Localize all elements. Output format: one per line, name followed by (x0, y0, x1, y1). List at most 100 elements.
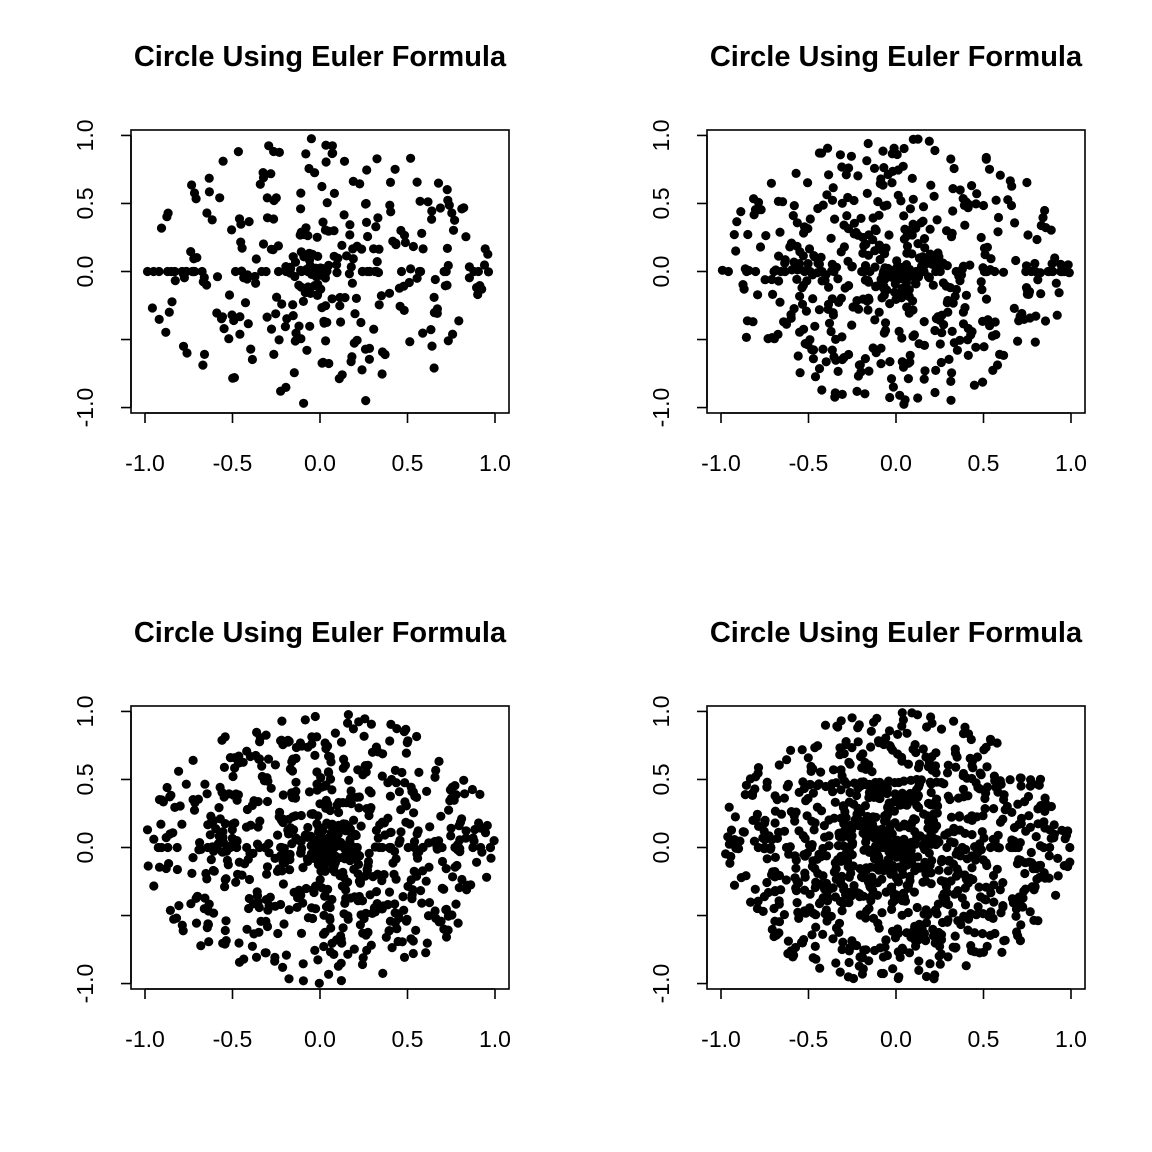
data-point (852, 386, 862, 396)
data-point (432, 842, 442, 853)
data-point (913, 852, 923, 862)
data-point (1033, 779, 1043, 790)
data-point (283, 829, 294, 839)
data-point (828, 765, 839, 775)
data-point (793, 351, 803, 361)
data-point (277, 299, 287, 309)
data-point (316, 773, 326, 783)
data-point (880, 942, 890, 952)
data-point (870, 315, 880, 325)
data-point (725, 858, 735, 868)
data-point (460, 789, 470, 799)
data-point (354, 851, 364, 861)
data-point (156, 795, 167, 805)
data-point (767, 835, 777, 845)
data-point (1007, 842, 1018, 853)
data-point (295, 230, 305, 240)
data-point (863, 138, 873, 149)
data-point (299, 398, 309, 408)
data-point (429, 308, 439, 318)
data-point (333, 253, 343, 263)
data-point (142, 266, 153, 277)
data-point (769, 931, 779, 942)
data-point (1047, 259, 1057, 269)
data-point (330, 867, 340, 877)
data-point (340, 293, 350, 303)
data-point (828, 883, 838, 893)
data-point (454, 883, 464, 893)
data-point (1036, 289, 1046, 299)
data-point (261, 895, 271, 905)
data-point (995, 885, 1005, 895)
data-point (923, 762, 934, 772)
data-point (775, 227, 785, 237)
data-point (312, 232, 322, 242)
data-point (228, 373, 238, 383)
data-point (370, 266, 380, 277)
data-point (1000, 805, 1010, 815)
data-point (187, 868, 197, 879)
data-point (874, 852, 884, 862)
data-point (349, 944, 359, 954)
data-point (272, 292, 282, 302)
data-point (866, 742, 876, 752)
data-point (359, 731, 369, 741)
data-point (467, 784, 477, 795)
data-point (824, 831, 834, 841)
data-point (908, 296, 918, 306)
data-point (872, 890, 883, 900)
data-point (836, 785, 846, 795)
data-point (810, 941, 820, 952)
data-point (754, 821, 764, 832)
data-point (207, 818, 217, 828)
data-point (1030, 337, 1040, 347)
data-point (949, 338, 959, 348)
data-point (1057, 825, 1067, 836)
data-point (274, 147, 284, 157)
data-point (266, 783, 276, 793)
data-point (830, 392, 840, 402)
data-point (1025, 822, 1035, 833)
data-point (828, 183, 838, 193)
data-point (818, 843, 828, 854)
data-point (971, 199, 981, 209)
data-point (475, 281, 485, 291)
data-point (762, 877, 772, 888)
data-point (886, 374, 897, 384)
data-point (829, 266, 839, 277)
data-point (271, 309, 281, 319)
data-point (200, 779, 210, 789)
data-point (933, 248, 943, 258)
data-point (937, 328, 947, 338)
data-point (220, 939, 230, 949)
data-point (917, 924, 927, 934)
data-point (156, 819, 166, 829)
data-point (807, 861, 818, 872)
data-point (310, 945, 320, 956)
data-point (288, 252, 298, 262)
data-point (448, 225, 459, 235)
data-point (351, 830, 361, 841)
data-point (1026, 847, 1036, 858)
data-point (162, 212, 172, 222)
data-point (898, 869, 908, 880)
data-point (414, 767, 424, 778)
data-point (1051, 278, 1061, 288)
data-point (919, 266, 929, 277)
data-point (942, 226, 952, 236)
data-point (898, 161, 908, 171)
data-point (296, 204, 306, 214)
data-point (355, 878, 365, 888)
data-point (333, 961, 343, 971)
data-point (454, 316, 464, 326)
data-point (827, 779, 837, 789)
data-point (435, 203, 445, 213)
data-point (792, 898, 802, 908)
data-point (861, 913, 871, 923)
data-point (859, 945, 869, 955)
data-point (920, 366, 930, 376)
data-point (246, 820, 256, 830)
data-point (810, 372, 821, 382)
data-point (747, 790, 758, 801)
data-point (946, 395, 956, 405)
